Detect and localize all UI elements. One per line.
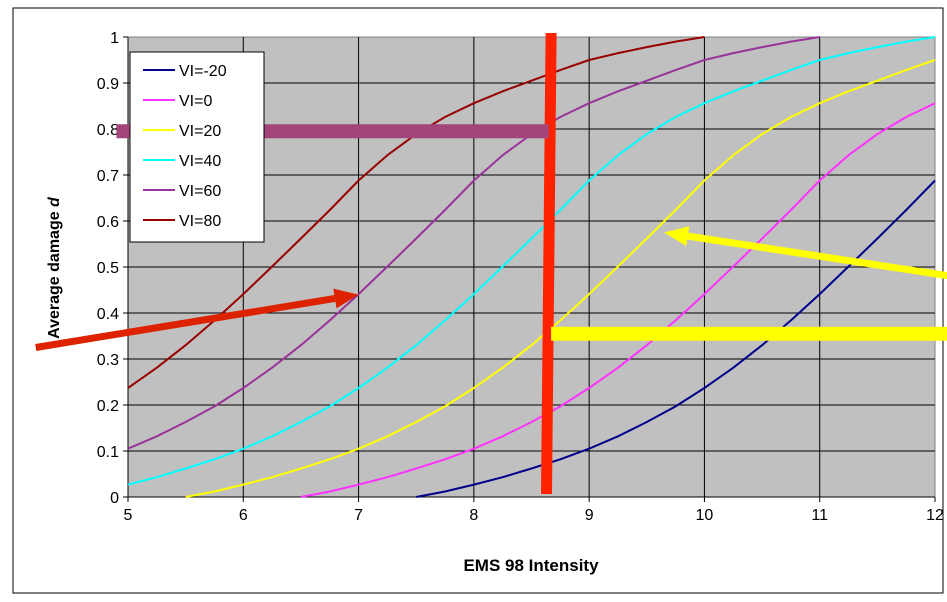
legend: VI=-20 VI=0 VI=20 VI=40 VI=60 VI=80 xyxy=(129,51,265,243)
y-axis-label: Average damage d xyxy=(46,196,63,339)
legend-label-1: VI=0 xyxy=(179,93,212,110)
axes: 5 6 7 8 9 10 11 12 0 0.1 0.2 0.3 0.4 0.5 0.6 0.7 0.8 0.9 1 xyxy=(97,30,944,524)
arrow-head-3 xyxy=(333,288,359,309)
legend-label-2: VI=20 xyxy=(179,123,221,140)
x-tick-label: 10 xyxy=(696,507,714,524)
x-tick-label: 8 xyxy=(469,507,478,524)
series-line-2 xyxy=(185,59,936,498)
y-tick-label: 0.6 xyxy=(97,214,119,231)
series-line-4 xyxy=(127,36,820,450)
arrow-shaft-3 xyxy=(35,295,336,351)
legend-label-4: VI=60 xyxy=(179,183,221,200)
x-tick-label: 9 xyxy=(585,507,594,524)
series-line-3 xyxy=(127,36,936,486)
y-tick-label: 0.8 xyxy=(97,122,119,139)
y-tick-label: 0.5 xyxy=(97,260,119,277)
y-tick-label: 0.9 xyxy=(97,76,119,93)
y-axis-label-text: Average damage xyxy=(46,207,63,339)
legend-box xyxy=(129,51,265,243)
highlight-vertical-line xyxy=(540,32,557,495)
x-axis-label: EMS 98 Intensity xyxy=(463,556,599,575)
x-tick-label: 6 xyxy=(239,507,248,524)
arrow-shaft-4 xyxy=(687,232,947,280)
y-tick-label: 0.1 xyxy=(97,444,119,461)
x-tick-label: 12 xyxy=(926,507,944,524)
x-tick-label: 7 xyxy=(354,507,363,524)
legend-label-3: VI=40 xyxy=(179,153,221,170)
y-tick-label: 0.7 xyxy=(97,168,119,185)
annotations xyxy=(35,32,947,495)
y-tick-label: 0.3 xyxy=(97,352,119,369)
y-tick-label: 0.2 xyxy=(97,398,119,415)
y-tick-label: 1 xyxy=(110,30,119,47)
series-line-1 xyxy=(300,102,936,498)
x-tick-label: 11 xyxy=(811,507,828,524)
series-line-0 xyxy=(416,179,936,498)
legend-label-5: VI=80 xyxy=(179,213,221,230)
x-tick-label: 5 xyxy=(124,507,133,524)
y-axis-label-variable: d xyxy=(46,196,63,207)
legend-label-0: VI=-20 xyxy=(179,63,227,80)
y-tick-label: 0.4 xyxy=(97,306,119,323)
y-tick-label: 0 xyxy=(110,490,119,507)
arrow-head-4 xyxy=(664,226,690,247)
